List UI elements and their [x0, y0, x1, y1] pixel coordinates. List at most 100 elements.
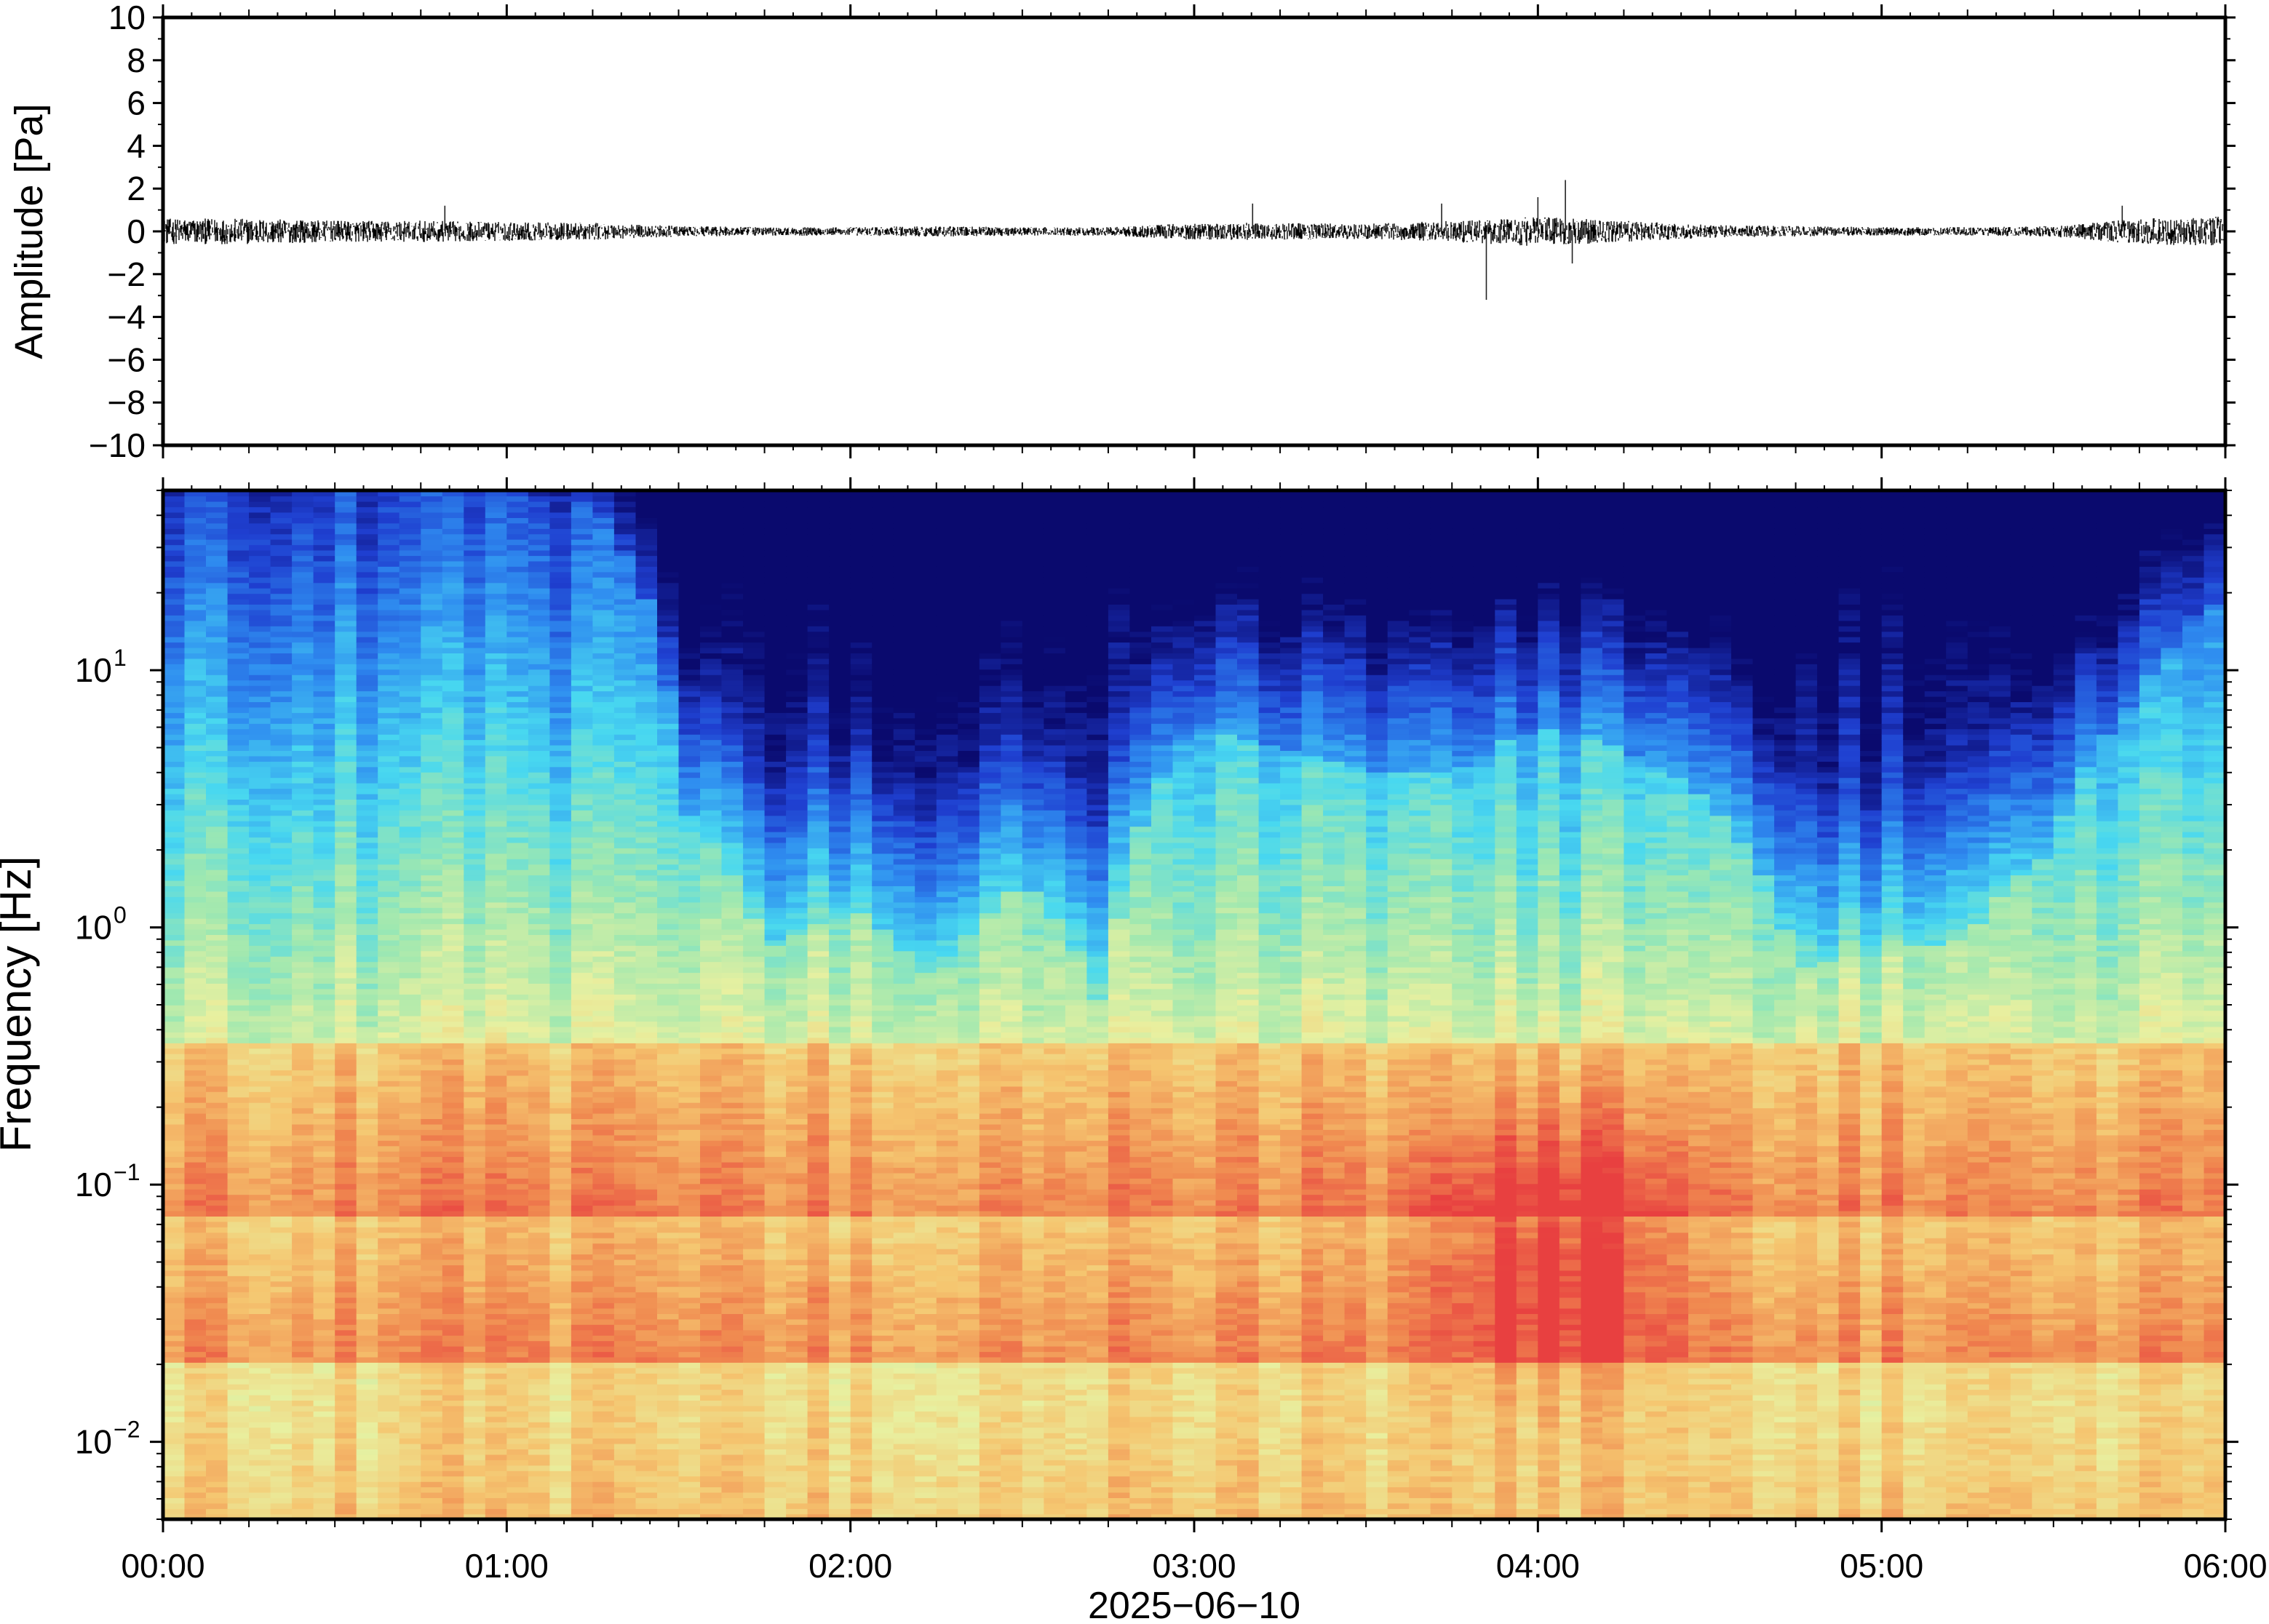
spectrogram-cell — [335, 939, 357, 946]
spectrogram-cell — [399, 1205, 421, 1211]
spectrogram-cell — [592, 1107, 615, 1114]
spectrogram-cell — [506, 1427, 529, 1433]
spectrogram-cell — [270, 1422, 293, 1428]
spectrogram-cell — [270, 1394, 293, 1401]
spectrogram-cell — [678, 1476, 701, 1482]
spectrogram-cell — [635, 1432, 658, 1439]
spectrogram-cell — [506, 793, 529, 800]
spectrogram-cell — [206, 1422, 229, 1428]
spectrogram-cell — [399, 1270, 421, 1276]
spectrogram-cell — [506, 512, 529, 518]
spectrogram-cell — [485, 690, 508, 697]
spectrogram-cell — [464, 1134, 486, 1141]
spectrogram-cell — [506, 999, 529, 1006]
spectrogram-cell — [270, 1091, 293, 1098]
spectrogram-cell — [442, 815, 465, 821]
spectrogram-cell — [528, 506, 551, 513]
spectrogram-cell — [485, 1302, 508, 1309]
spectrogram-cell — [335, 1513, 357, 1519]
spectrogram-cell — [678, 593, 701, 600]
spectrogram-cell — [206, 799, 229, 805]
spectrogram-cell — [485, 701, 508, 708]
spectrogram-cell — [184, 1481, 207, 1488]
spectrogram-cell — [292, 1145, 314, 1152]
spectrogram-cell — [378, 1400, 400, 1406]
spectrogram-cell — [206, 598, 229, 605]
spectrogram-cell — [335, 1383, 357, 1390]
spectrogram-cell — [635, 1015, 658, 1022]
spectrogram-cell — [613, 1086, 637, 1092]
spectrogram-cell — [657, 1486, 680, 1493]
spectrogram-cell — [528, 1118, 551, 1125]
spectrogram-cell — [378, 744, 400, 751]
spectrogram-cell — [184, 533, 207, 540]
spectrogram-cell — [421, 1199, 443, 1206]
spectrogram-cell — [249, 923, 271, 930]
spectrogram-cell — [635, 549, 658, 557]
spectrogram-cell — [613, 885, 637, 892]
spectrogram-cell — [163, 934, 186, 941]
spectrogram-cell — [270, 912, 293, 919]
spectrogram-cell — [506, 1329, 529, 1336]
spectrogram-cell — [613, 755, 637, 762]
spectrogram-cell — [678, 739, 701, 746]
spectrogram-cell — [485, 658, 508, 664]
spectrogram-cell — [249, 761, 271, 768]
spectrogram-cell — [678, 1460, 701, 1466]
spectrogram-cell — [206, 875, 229, 881]
spectrogram-cell — [464, 1167, 486, 1174]
spectrogram-cell — [335, 1411, 357, 1417]
spectrogram-cell — [227, 1134, 250, 1141]
spectrogram-cell — [635, 1373, 658, 1380]
spectrogram-cell — [227, 712, 250, 719]
spectrogram-cell — [506, 1465, 529, 1471]
spectrogram-cell — [549, 669, 572, 675]
spectrogram-cell — [356, 1422, 378, 1428]
spectrogram-cell — [163, 1362, 186, 1369]
spectrogram-cell — [227, 928, 250, 935]
spectrogram-cell — [399, 1513, 421, 1519]
spectrogram-cell — [399, 912, 421, 919]
spectrogram-cell — [549, 1259, 572, 1265]
waveform-y-tick-label: 6 — [127, 84, 146, 122]
spectrogram-cell — [571, 1048, 594, 1054]
spectrogram-cell — [184, 566, 207, 573]
spectrogram-cell — [657, 1156, 680, 1163]
spectrogram-cell — [549, 1037, 572, 1043]
spectrogram-cell — [227, 1281, 250, 1287]
spectrogram-cell — [592, 891, 615, 897]
spectrogram-cell — [378, 1460, 400, 1466]
spectrogram-cell — [421, 1043, 443, 1049]
spectrogram-cell — [335, 945, 357, 952]
spectrogram-cell — [678, 918, 701, 925]
spectrogram-cell — [163, 701, 186, 708]
spectrogram-cell — [313, 696, 335, 702]
spectrogram-cell — [421, 1405, 443, 1412]
spectrogram-cell — [635, 859, 658, 865]
spectrogram-cell — [635, 1302, 658, 1309]
spectrogram-cell — [464, 1427, 486, 1433]
spectrogram-cell — [335, 1129, 357, 1136]
spectrogram-cell — [313, 945, 335, 952]
spectrogram-cell — [421, 723, 443, 730]
spectrogram-cell — [657, 723, 680, 730]
spectrogram-cell — [313, 1470, 335, 1477]
spectrogram-cell — [635, 1005, 658, 1011]
spectrogram-cell — [549, 1096, 572, 1103]
spectrogram-cell — [549, 1210, 572, 1217]
spectrogram-cell — [635, 1313, 658, 1320]
spectrogram-cell — [442, 1400, 465, 1406]
spectrogram-cell — [227, 983, 250, 990]
spectrogram-cell — [678, 539, 701, 546]
spectrogram-cell — [678, 626, 701, 632]
spectrogram-cell — [613, 912, 637, 919]
spectrogram-cell — [270, 674, 293, 681]
spectrogram-cell — [592, 1064, 615, 1071]
spectrogram-cell — [292, 1286, 314, 1293]
spectrogram-cell — [635, 1096, 658, 1103]
spectrogram-cell — [592, 1243, 615, 1249]
spectrogram-cell — [292, 869, 314, 876]
spectrogram-cell — [227, 912, 250, 919]
spectrogram-cell — [378, 1129, 400, 1136]
